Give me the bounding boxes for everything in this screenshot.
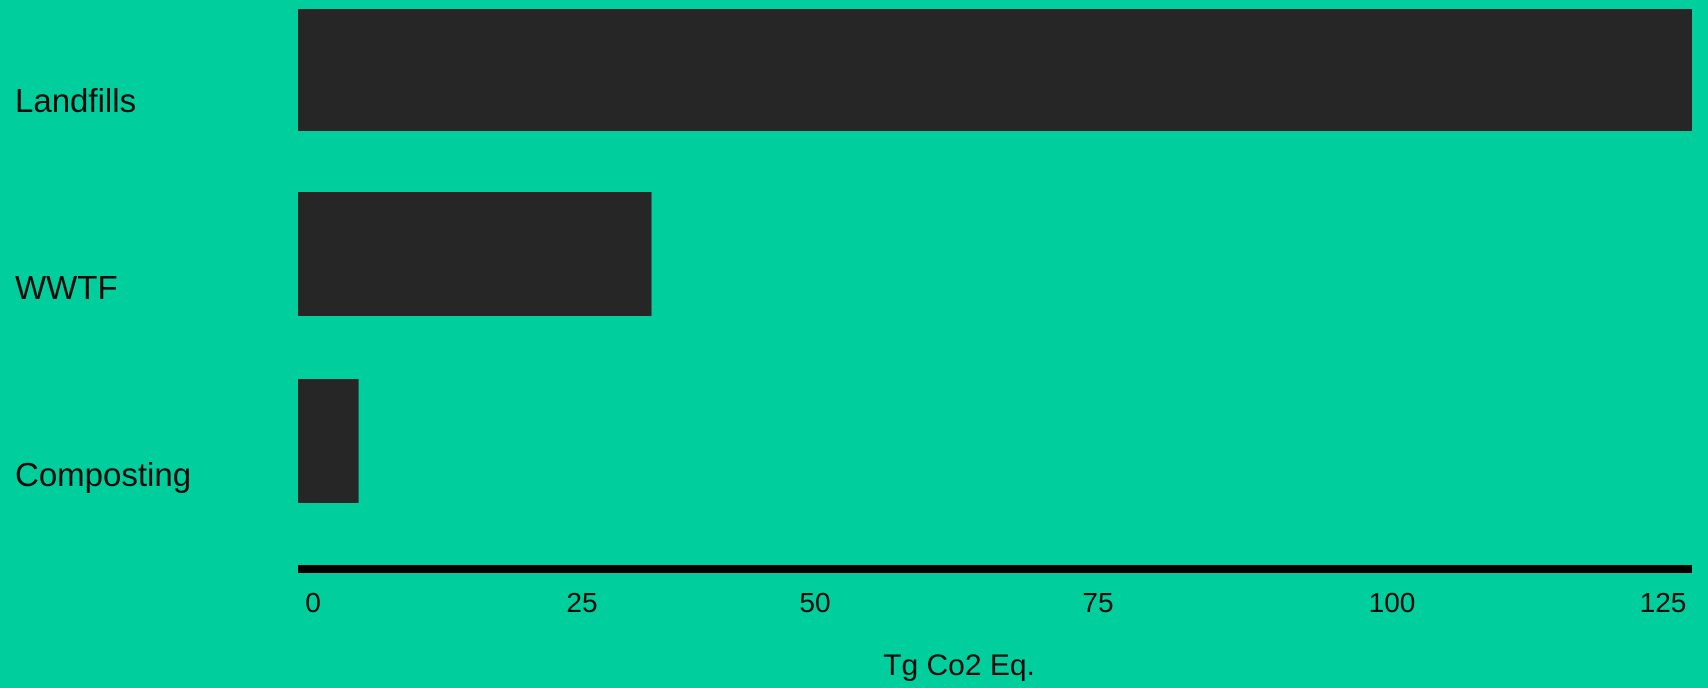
- x-tick-label: 100: [1369, 587, 1416, 618]
- x-tick-label: 125: [1640, 587, 1687, 618]
- bar-wwtf: [298, 192, 652, 316]
- x-tick-label: 75: [1082, 587, 1113, 618]
- category-labels: Landfills WWTF Composting: [15, 82, 191, 493]
- bar-landfills: [298, 9, 1692, 131]
- x-tick-label: 50: [799, 587, 830, 618]
- bar-composting: [298, 379, 359, 503]
- bars-group: [298, 9, 1692, 503]
- category-label-landfills: Landfills: [15, 82, 136, 119]
- x-tick-labels: 0 25 50 75 100 125: [305, 587, 1686, 618]
- x-axis-title: Tg Co2 Eq.: [883, 649, 1035, 682]
- x-tick-label: 25: [566, 587, 597, 618]
- category-label-wwtf: WWTF: [15, 269, 118, 306]
- category-label-composting: Composting: [15, 456, 191, 493]
- x-tick-label: 0: [305, 587, 321, 618]
